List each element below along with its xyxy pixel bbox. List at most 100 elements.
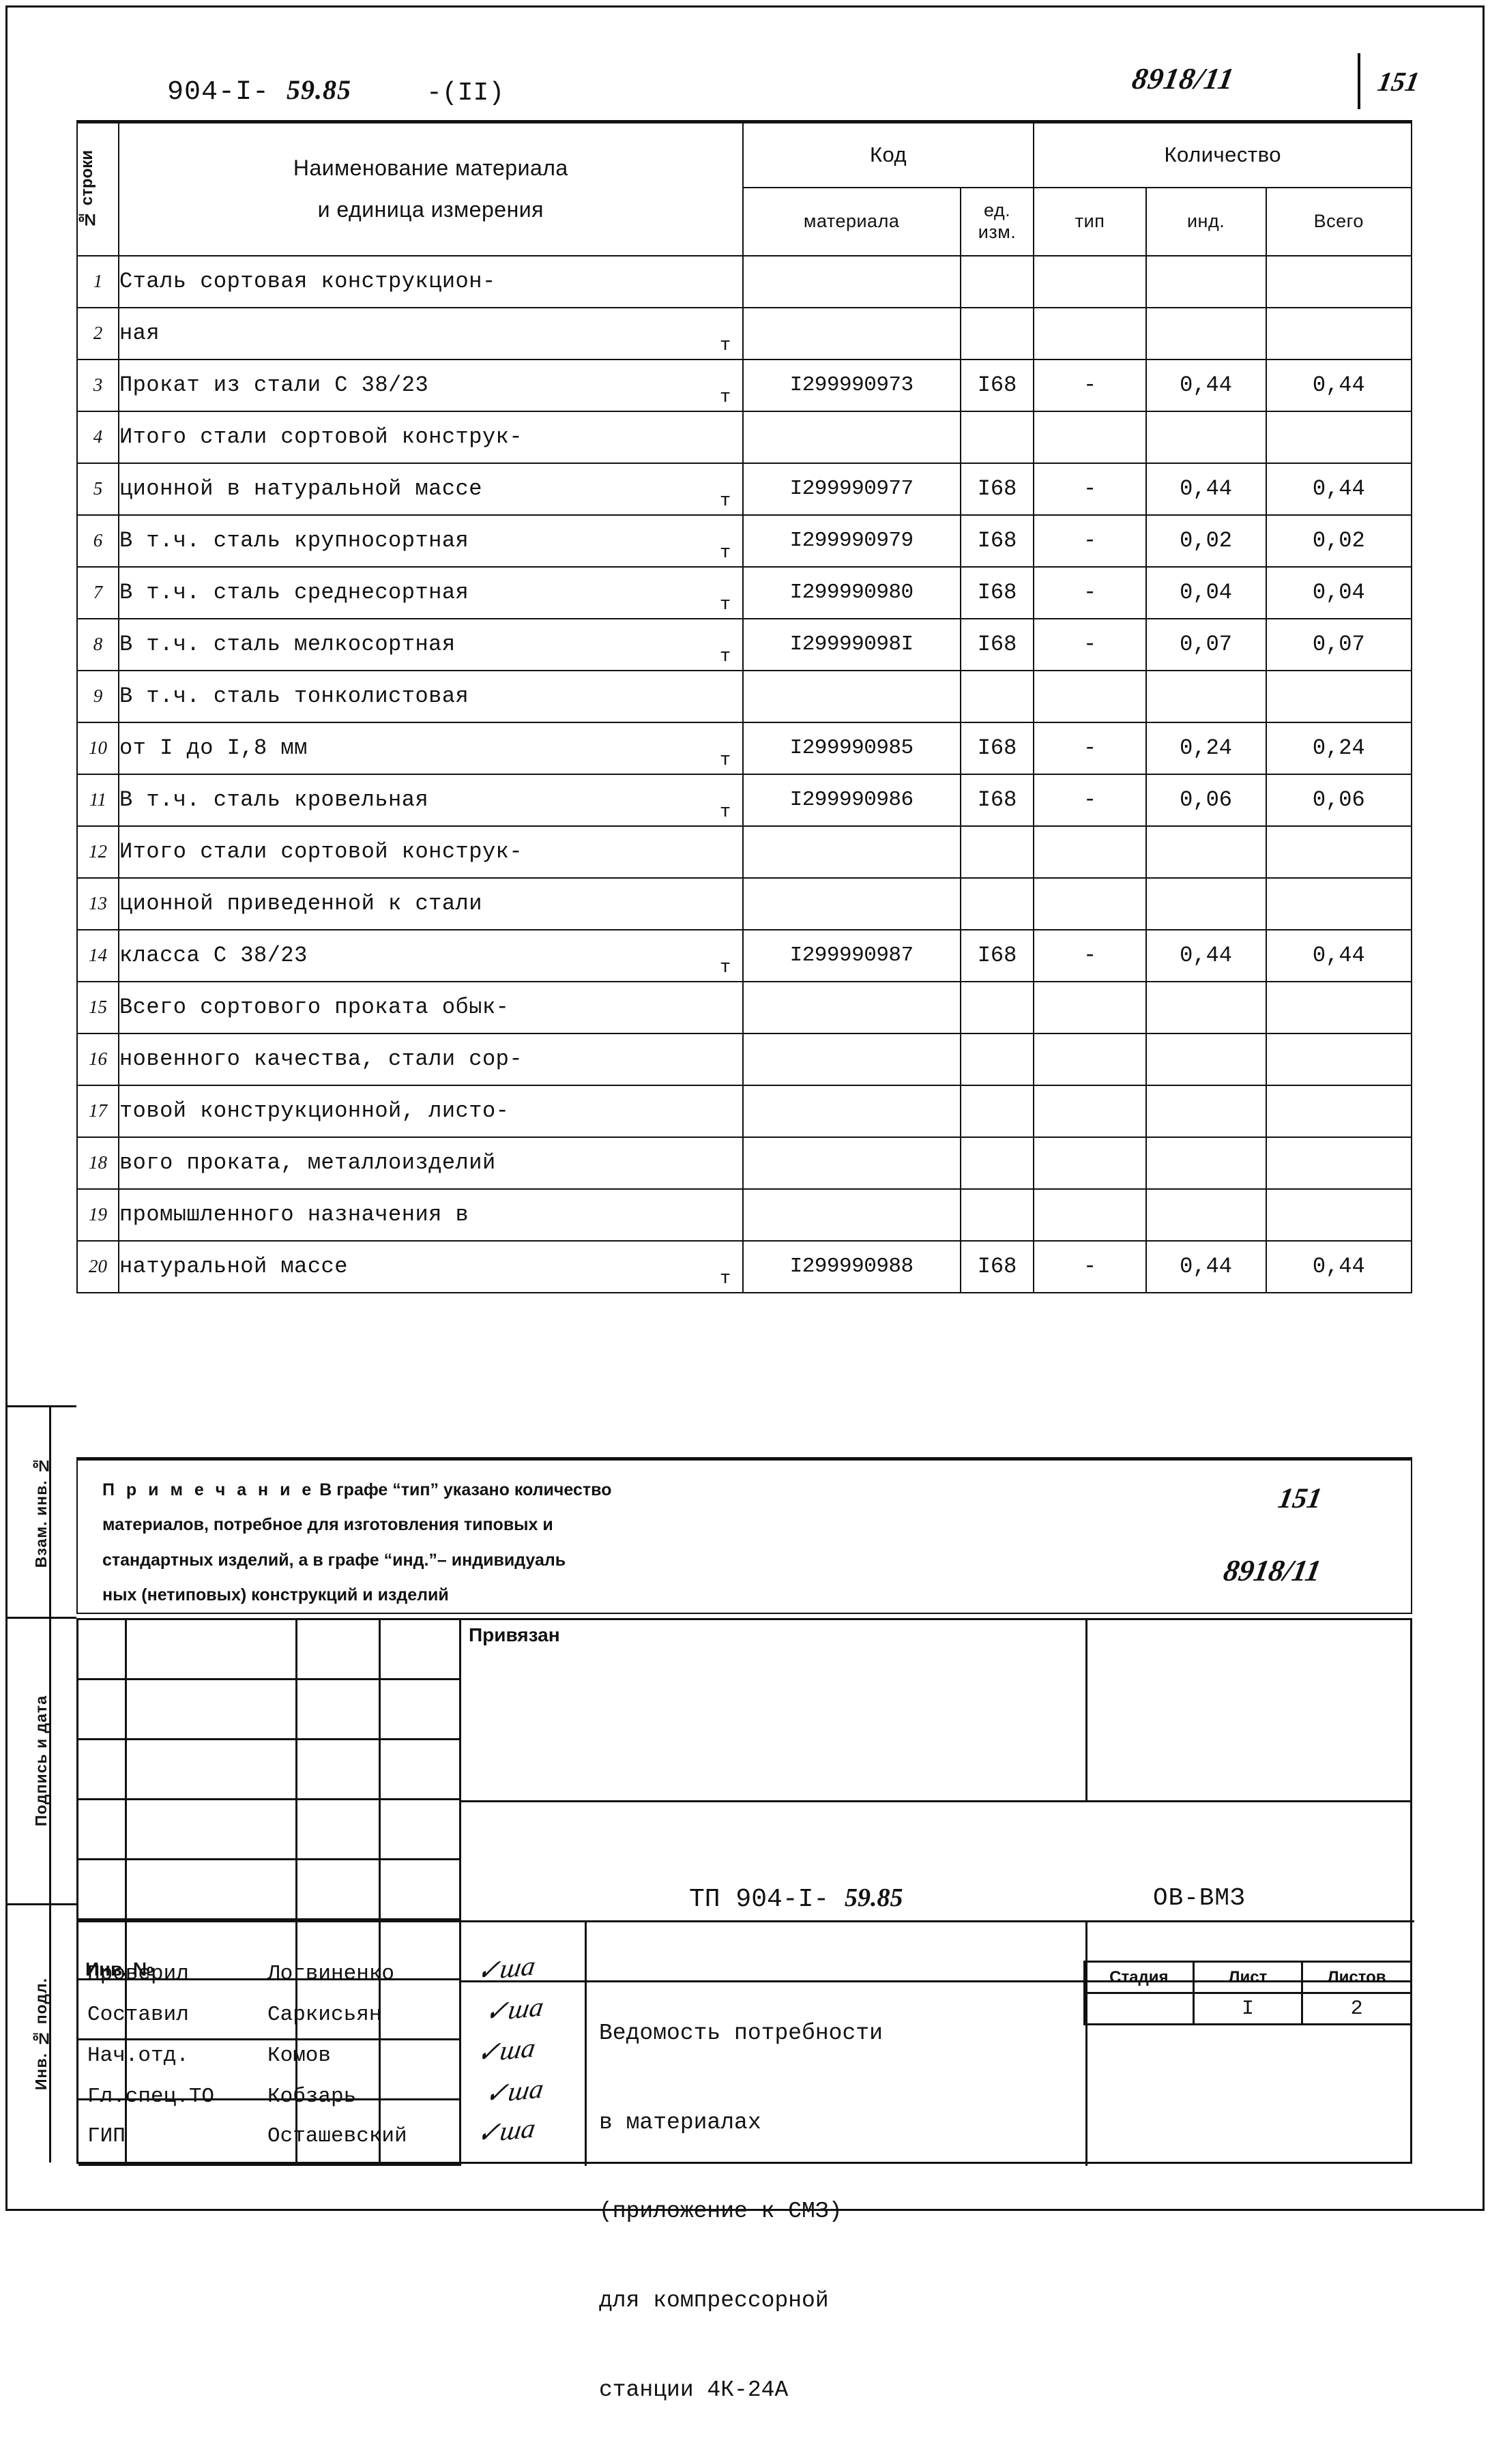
- cell-qty-total: [1265, 1032, 1413, 1086]
- cell-material-name: класса С 38/23 т: [117, 928, 744, 982]
- cell-qty-total: [1265, 877, 1413, 930]
- section-code: ОВ-ВМЗ: [1153, 1884, 1246, 1912]
- note-text: П р и м е ч а н и е В графе “тип” указан…: [102, 1473, 1044, 1613]
- cell-qty-type: [1033, 306, 1147, 360]
- cell-qty-ind: 0,04: [1145, 566, 1267, 619]
- document-title-line-2: в материалах: [599, 2109, 761, 2135]
- cell-qty-ind: 0,07: [1145, 617, 1267, 671]
- stage-value-row: I 2: [1083, 1992, 1412, 2025]
- cell-qty-ind: [1145, 306, 1267, 360]
- cell-unit-code: [959, 1032, 1035, 1086]
- material-name-text: Итого стали сортовой конструк-: [119, 424, 523, 450]
- revision-grid-row: [78, 1620, 461, 1680]
- cell-material-name: Итого стали сортовой конструк-: [117, 410, 744, 464]
- cell-qty-total: [1265, 1084, 1413, 1138]
- note-box: П р и м е ч а н и е В графе “тип” указан…: [76, 1457, 1412, 1614]
- margin-label-zam: Взам. инв. №: [5, 1405, 76, 1617]
- table-row: 18 вого проката, металлоизделий: [76, 1136, 1413, 1190]
- material-name-text: класса С 38/23: [119, 943, 308, 968]
- cell-material-code: [742, 877, 961, 930]
- cell-unit-code: [959, 877, 1035, 930]
- margin-label-signature: Подпись и дата: [5, 1617, 76, 1903]
- cell-unit-code: [959, 1084, 1035, 1138]
- table-row: 5 ционной в натуральной массе т I299990977 I…: [76, 462, 1413, 516]
- th-quantity-group: Количество: [1033, 120, 1412, 188]
- table-row: 4 Итого стали сортовой конструк-: [76, 410, 1413, 464]
- cell-row-number: 8: [76, 617, 119, 671]
- revision-grid-row: [78, 1920, 461, 1980]
- cell-unit-code: I68: [959, 566, 1035, 619]
- table-row: 12 Итого стали сортовой конструк-: [76, 825, 1413, 879]
- cell-material-code: [742, 669, 961, 723]
- cell-row-number: 6: [76, 514, 119, 568]
- th-row-number: № строки: [76, 120, 119, 256]
- cell-qty-ind: 0,02: [1145, 514, 1267, 568]
- cell-row-number: 9: [76, 669, 119, 723]
- cell-material-name: Сталь сортовая конструкцион-: [117, 254, 744, 308]
- stage-header-row: Стадия Лист Листов: [1083, 1961, 1412, 1994]
- doc-number-handwritten: 8918/11: [1129, 62, 1238, 96]
- cell-material-name: промышленного назначения в: [117, 1188, 744, 1242]
- cell-row-number: 18: [76, 1136, 119, 1190]
- cell-qty-total: 0,04: [1265, 566, 1413, 619]
- stage-value-sheets: 2: [1301, 1992, 1412, 2025]
- table-row: 15 Всего сортового проката обык-: [76, 980, 1413, 1034]
- table-row: 14 класса С 38/23 т I299990987 I68-0,44 0,44: [76, 928, 1413, 982]
- cell-material-code: I299990979: [742, 514, 961, 568]
- cell-qty-ind: 0,44: [1145, 1240, 1267, 1293]
- cell-row-number: 16: [76, 1032, 119, 1086]
- cell-qty-type: [1033, 825, 1147, 879]
- cell-material-code: [742, 980, 961, 1034]
- material-unit-text: т: [719, 1268, 731, 1289]
- titleblock-divider: [78, 1920, 1414, 1922]
- cell-material-code: I299990973: [742, 358, 961, 412]
- titleblock-divider: [461, 1800, 1412, 1802]
- note-doc-number-handwritten: 8918/11: [1221, 1554, 1324, 1587]
- material-name-text: ная: [119, 321, 160, 346]
- material-name-text: новенного качества, стали сор-: [119, 1046, 523, 1072]
- signature-role: ГИП: [87, 2124, 126, 2148]
- cell-qty-type: [1033, 1136, 1147, 1190]
- cell-row-number: 5: [76, 462, 119, 516]
- stage-header-sheet: Лист: [1192, 1961, 1304, 1994]
- titleblock-divider: [1085, 1920, 1087, 2166]
- cell-qty-total: 0,06: [1265, 773, 1413, 827]
- cell-material-code: I29999098I: [742, 617, 961, 671]
- title-block: Инв. № Привязан: [76, 1618, 1414, 2166]
- cell-unit-code: I68: [959, 617, 1035, 671]
- cell-qty-ind: 0,24: [1145, 721, 1267, 775]
- cell-qty-type: -: [1033, 1240, 1147, 1293]
- cell-qty-total: 0,07: [1265, 617, 1413, 671]
- material-name-text: В т.ч. сталь среднесортная: [119, 580, 469, 605]
- cell-qty-ind: [1145, 1032, 1267, 1086]
- document-title-line-4: для компрессорной: [599, 2288, 829, 2314]
- th-material-name: Наименование материала и единица измерен…: [117, 120, 744, 256]
- revision-grid: Инв. №: [78, 1620, 461, 2166]
- cell-material-name: ционной приведенной к стали: [117, 877, 744, 930]
- cell-row-number: 17: [76, 1084, 119, 1138]
- table-row: 19 промышленного назначения в: [76, 1188, 1413, 1242]
- signature-name: Кобзарь: [267, 2085, 357, 2109]
- table-row: 1 Сталь сортовая конструкцион-: [76, 254, 1413, 308]
- cell-qty-type: -: [1033, 928, 1147, 982]
- cell-row-number: 7: [76, 566, 119, 619]
- cell-material-name: ционной в натуральной массе т: [117, 462, 744, 516]
- cell-qty-total: [1265, 669, 1413, 723]
- material-name-text: В т.ч. сталь мелкосортная: [119, 632, 456, 657]
- material-unit-text: т: [719, 594, 731, 615]
- signature-name: Саркисьян: [267, 2003, 382, 2027]
- part-label: -(II): [426, 78, 505, 108]
- table-row: 10 от I до I,8 мм т I299990985 I68-0,24 0,24: [76, 721, 1413, 775]
- material-name-text: натуральной массе: [119, 1254, 348, 1279]
- cell-unit-code: [959, 1136, 1035, 1190]
- cell-unit-code: I68: [959, 1240, 1035, 1293]
- cell-qty-total: 0,02: [1265, 514, 1413, 568]
- document-title: Ведомость потребности в материалах (прил…: [599, 1959, 883, 2464]
- signature-role: Нач.отд.: [87, 2044, 189, 2068]
- cell-material-code: [742, 825, 961, 879]
- cell-qty-ind: 0,44: [1145, 358, 1267, 412]
- revision-grid-row: [78, 2100, 461, 2166]
- cell-unit-code: [959, 825, 1035, 879]
